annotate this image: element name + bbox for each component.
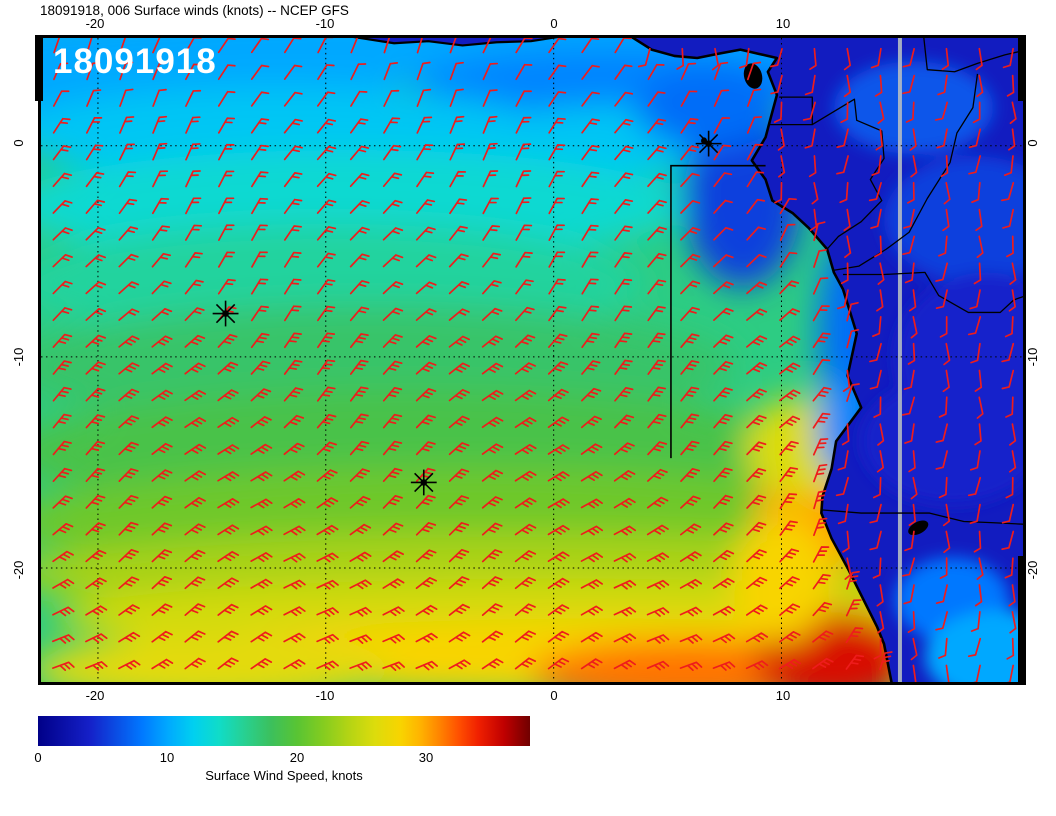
- axis-label-top-0: -20: [85, 16, 105, 31]
- wind-barbs-layer: [52, 38, 1017, 682]
- axis-label-bottom-0: -20: [85, 688, 105, 703]
- axis-label-right-0: 0: [1025, 139, 1040, 147]
- coastline: [630, 38, 893, 682]
- north-land-fill: [360, 38, 552, 46]
- colorbar-caption: Surface Wind Speed, knots: [205, 768, 363, 783]
- axis-label-bottom-3: 10: [775, 688, 791, 703]
- frame-segment-top-left: [35, 35, 43, 101]
- axis-label-left-0: 0: [11, 139, 26, 147]
- colorbar-tick-label-1: 10: [159, 750, 175, 765]
- frame-segment-top-right: [1018, 35, 1026, 101]
- country-borders: [770, 38, 1023, 525]
- axis-label-top-2: 0: [550, 16, 558, 31]
- axis-label-right-1: -10: [1025, 347, 1040, 367]
- islands: [701, 63, 929, 536]
- colorbar-gradient: [38, 716, 530, 746]
- axis-label-right-2: -20: [1025, 560, 1040, 580]
- colorbar-tick-label-2: 20: [289, 750, 305, 765]
- axis-label-top-3: 10: [775, 16, 791, 31]
- axis-label-left-1: -10: [11, 347, 26, 367]
- section-line: [670, 164, 766, 459]
- star-markers: [212, 130, 722, 496]
- axis-label-bottom-1: -10: [315, 688, 335, 703]
- coastline-north: [353, 38, 559, 47]
- axis-label-left-2: -20: [11, 560, 26, 580]
- plot-title: 18091918, 006 Surface winds (knots) -- N…: [40, 3, 349, 18]
- axis-label-bottom-2: 0: [550, 688, 558, 703]
- colorbar-tick-label-0: 0: [34, 750, 42, 765]
- map-panel: 18091918: [38, 35, 1026, 685]
- axis-label-top-1: -10: [315, 16, 335, 31]
- frame-segment-bottom-right: [1018, 556, 1026, 685]
- datetime-overlay: 18091918: [53, 42, 217, 81]
- wind-map-canvas: [41, 38, 1023, 682]
- colorbar-tick-label-3: 30: [418, 750, 434, 765]
- gridlines: [41, 38, 1023, 682]
